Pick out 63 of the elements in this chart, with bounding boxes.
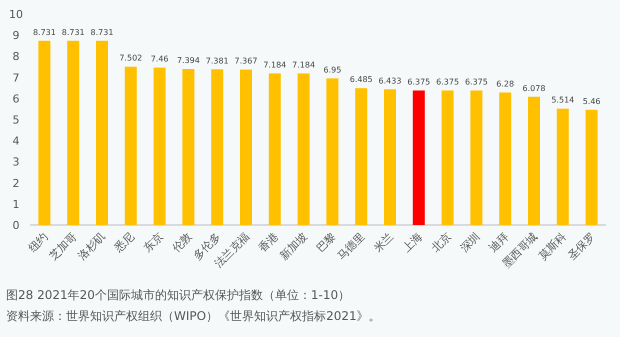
data-label: 6.375 [436, 77, 460, 86]
x-tick-label: 伦敦 [170, 230, 195, 255]
bar [499, 92, 512, 225]
data-label: 6.28 [496, 79, 514, 88]
y-tick-label: 4 [12, 134, 20, 148]
data-label: 8.731 [32, 28, 56, 37]
bar [38, 40, 50, 225]
x-tick-label: 米兰 [371, 230, 396, 255]
bar [67, 40, 80, 225]
data-label: 5.46 [582, 96, 601, 106]
bar [182, 68, 194, 225]
x-tick-label: 悉尼 [111, 230, 137, 256]
x-tick-label: 北京 [428, 230, 454, 255]
data-label: 6.078 [522, 84, 546, 93]
x-tick-label: 上海 [400, 230, 425, 255]
data-label: 7.394 [176, 56, 200, 65]
y-tick-label: 7 [12, 71, 20, 84]
bar [470, 90, 482, 225]
data-label: 7.381 [206, 56, 229, 66]
bar [528, 96, 540, 225]
bar [124, 66, 137, 225]
data-label: 6.375 [464, 77, 488, 86]
bar [96, 40, 108, 225]
bar [412, 90, 425, 225]
x-tick-label: 东京 [140, 230, 166, 255]
bar [355, 88, 368, 225]
bar [442, 90, 454, 225]
data-label: 7.502 [119, 54, 142, 63]
x-tick-label: 迪拜 [486, 230, 512, 255]
data-label: 7.46 [150, 54, 169, 64]
bar [326, 78, 338, 225]
y-tick-label: 10 [9, 8, 23, 21]
x-tick-label: 圣保罗 [565, 230, 598, 262]
data-label: 5.514 [551, 96, 574, 105]
bar [268, 73, 281, 225]
data-label: 8.731 [62, 28, 85, 37]
data-label: 6.375 [407, 77, 430, 86]
x-tick-label: 深圳 [458, 230, 483, 255]
bar [556, 108, 569, 225]
data-label: 6.433 [378, 76, 402, 86]
bar [240, 70, 252, 225]
y-tick-label: 2 [12, 176, 20, 190]
y-tick-label: 0 [12, 219, 20, 232]
x-tick-label: 洛杉矶 [76, 230, 108, 262]
data-label: 6.95 [323, 65, 342, 74]
text: 资料来源：世界知识产权组织（WIPO）《世界知识产权指标2021》。 [6, 309, 381, 323]
y-tick-label: 1 [12, 198, 20, 211]
y-tick-label: 8 [12, 50, 20, 64]
bar [298, 73, 310, 225]
data-label: 7.367 [234, 56, 258, 66]
bar [154, 68, 166, 225]
data-label: 8.731 [90, 28, 114, 37]
y-tick-label: 3 [12, 156, 20, 169]
text: 图28 2021年20个国际城市的知识产权保护指数（单位：1-10） [6, 288, 350, 302]
data-label: 7.184 [292, 60, 316, 70]
bar [211, 69, 224, 225]
y-tick-label: 6 [12, 92, 20, 106]
y-tick-label: 5 [12, 114, 20, 126]
data-label: 6.485 [350, 75, 373, 84]
bar [586, 110, 598, 225]
y-tick-label: 9 [12, 29, 20, 42]
bar [384, 89, 396, 225]
data-label: 7.184 [263, 60, 286, 70]
